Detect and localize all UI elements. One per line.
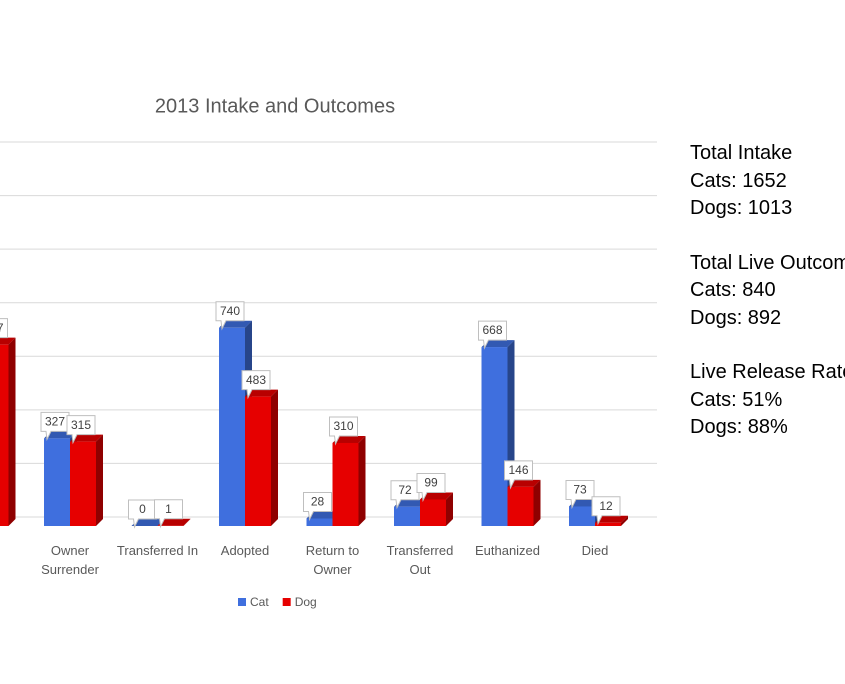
bar xyxy=(0,344,9,526)
bar-top xyxy=(70,434,103,442)
x-tick-label: Owner Surrender xyxy=(41,543,99,577)
data-label-box xyxy=(66,415,96,445)
chart-title: 2013 Intake and Outcomes xyxy=(155,95,395,117)
data-label-box xyxy=(504,460,533,490)
x-tick-label: Transferred Out xyxy=(386,543,454,577)
bar xyxy=(420,499,446,526)
panel-line: Dogs: 88% xyxy=(690,416,788,438)
panel-line: Cats: 51% xyxy=(690,388,783,411)
data-label: 327 xyxy=(45,415,65,429)
data-label: 146 xyxy=(508,463,528,477)
data-label: 677 xyxy=(0,321,4,335)
bar-side xyxy=(446,492,453,526)
data-label-box xyxy=(591,496,621,526)
x-tick-label: Adopted xyxy=(220,543,270,558)
legend-label: Dog xyxy=(295,595,317,609)
data-label: 12 xyxy=(599,499,613,513)
data-label-box xyxy=(416,472,446,503)
panel-line: Live Release Rate xyxy=(690,361,845,383)
data-label: 483 xyxy=(246,373,266,387)
bar xyxy=(569,506,595,526)
data-label: 28 xyxy=(311,495,325,509)
bar-side xyxy=(358,435,366,526)
x-tick-label: Transferred In xyxy=(116,543,199,558)
bar xyxy=(481,347,508,526)
data-label-box xyxy=(303,492,332,522)
bar xyxy=(306,518,333,526)
panel-line: Dogs: 892 xyxy=(690,306,782,329)
bar-top xyxy=(131,519,165,526)
data-label-box xyxy=(329,416,358,446)
bar xyxy=(507,486,534,526)
data-label: 315 xyxy=(71,418,91,432)
data-label-box xyxy=(478,320,507,350)
bar-top xyxy=(306,511,340,519)
data-label-box xyxy=(0,318,8,339)
bar-top xyxy=(507,479,541,487)
legend-label: Cat xyxy=(250,595,269,609)
panel-line: Total Intake xyxy=(690,142,793,164)
bar xyxy=(70,441,96,526)
bar-side xyxy=(96,434,103,526)
bar xyxy=(245,396,271,526)
bar-side xyxy=(8,337,16,526)
panel-line: Total Live Outcomes xyxy=(690,251,845,274)
data-label-box xyxy=(215,301,245,331)
data-label: 310 xyxy=(333,419,353,433)
x-tick-label: Return to Owner xyxy=(305,543,360,577)
bar-side xyxy=(271,389,278,526)
bar-top xyxy=(481,340,515,348)
bar-top xyxy=(595,515,628,523)
bar-top xyxy=(157,518,191,526)
bar-top xyxy=(394,499,427,507)
data-label-box xyxy=(241,370,271,400)
bar-top xyxy=(219,320,252,328)
data-label: 99 xyxy=(424,476,438,490)
legend-swatch xyxy=(238,598,246,606)
legend-swatch xyxy=(282,598,291,606)
bar xyxy=(595,522,621,526)
text-group: Live Release Rate Cats: 51% Dogs: 88% xyxy=(690,359,845,442)
bar-side xyxy=(621,515,628,526)
text-group: Total Live Outcomes Cats: 840 Dogs: 892 xyxy=(690,250,845,333)
bar-side xyxy=(183,518,191,526)
bar xyxy=(219,327,245,526)
panel-line: Cats: 1652 xyxy=(690,169,787,192)
data-label: 0 xyxy=(139,502,146,516)
bar xyxy=(394,506,420,526)
data-label: 73 xyxy=(573,483,587,497)
data-label: 72 xyxy=(398,483,412,497)
text-group: Total Intake Cats: 1652 Dogs: 1013 xyxy=(690,140,845,223)
bar-top xyxy=(332,435,366,443)
bar-side xyxy=(533,479,541,526)
bar xyxy=(44,438,70,526)
data-label: 668 xyxy=(482,323,502,337)
bar-top xyxy=(245,389,278,397)
data-label-box xyxy=(565,479,595,510)
x-tick-label: Euthanized xyxy=(474,543,541,558)
data-label-box xyxy=(154,499,183,529)
panel-line: Cats: 840 xyxy=(690,279,776,301)
panel-line: Dogs: 1013 xyxy=(690,197,793,219)
text-panel: Total Intake Cats: 1652 Dogs: 1013 Total Li… xyxy=(690,140,845,469)
bar xyxy=(332,442,359,526)
data-label: 1 xyxy=(165,502,172,516)
bar-top xyxy=(0,337,16,345)
x-tick-label: Died xyxy=(581,543,609,558)
bar-top xyxy=(420,492,453,500)
data-label: 740 xyxy=(220,304,240,318)
